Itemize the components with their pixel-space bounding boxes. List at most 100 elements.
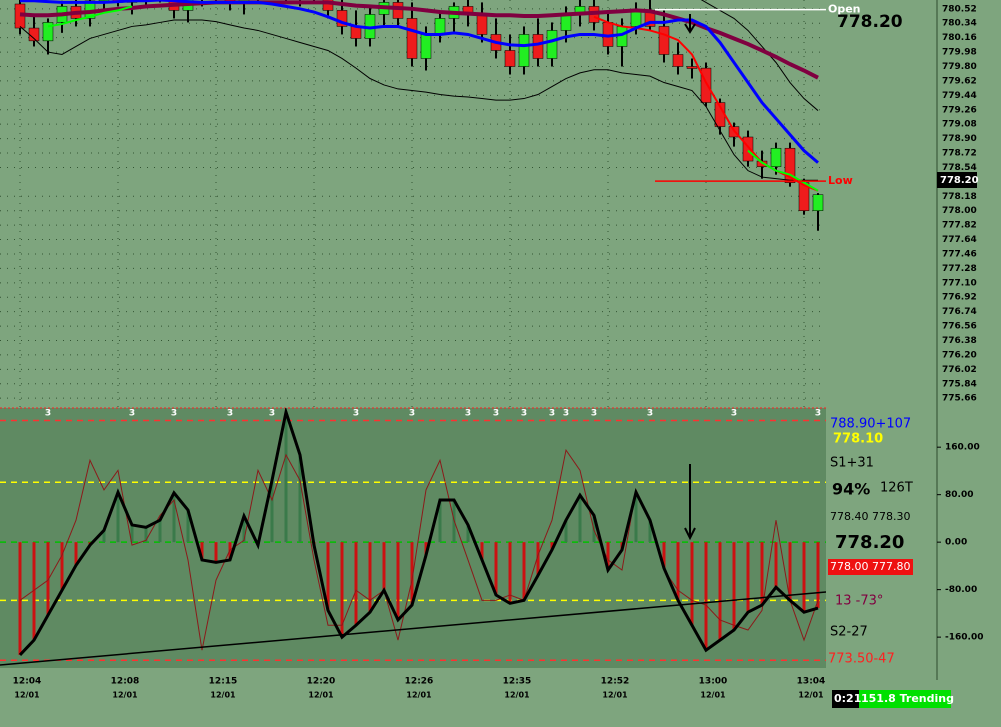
histogram-bar	[802, 542, 806, 613]
histogram-bar	[718, 542, 722, 641]
marker-label: 3	[353, 409, 359, 419]
candle-body	[630, 10, 642, 27]
histogram-bar	[242, 516, 246, 543]
histogram-bar	[284, 412, 288, 543]
price-tag: 778.20	[940, 175, 979, 186]
histogram-bar	[606, 542, 610, 571]
histogram-bar	[760, 542, 764, 606]
x-tick-label: 13:04	[797, 677, 826, 687]
y-tick-label: 777.10	[942, 278, 977, 288]
x-tick-date: 12/01	[798, 691, 824, 700]
histogram-bar	[662, 542, 666, 569]
y-tick-label: 775.66	[942, 394, 977, 404]
candle-body	[420, 34, 432, 59]
y-tick-label: 780.52	[942, 4, 977, 14]
x-tick-label: 12:26	[405, 677, 434, 687]
lower-panel	[0, 408, 826, 668]
histogram-bar	[200, 542, 204, 560]
x-tick-label: 12:52	[601, 677, 630, 687]
candle-body	[98, 0, 110, 2]
histogram-bar	[508, 542, 512, 604]
trendline	[0, 591, 826, 666]
y-tick-label: 80.00	[945, 490, 973, 500]
y-tick-label: 776.92	[942, 293, 977, 303]
signal-line	[19, 448, 819, 651]
histogram-bar	[186, 510, 190, 543]
y-tick-label: 778.72	[942, 149, 977, 159]
histogram-bar	[368, 542, 372, 613]
histogram-bar	[102, 530, 106, 543]
x-tick-date: 12/01	[112, 691, 138, 700]
candle-body	[532, 34, 544, 59]
histogram-bar	[774, 542, 778, 588]
ma-line	[747, 149, 819, 192]
candle-body	[504, 50, 516, 67]
last-price: 778.20	[837, 12, 903, 32]
y-tick-label: -160.00	[945, 633, 983, 643]
histogram-bar	[172, 492, 176, 543]
histogram-bar	[382, 542, 386, 591]
level-label: Open	[828, 3, 861, 16]
y-tick-label: 0.00	[945, 538, 967, 548]
y-tick-label: 777.46	[942, 249, 977, 259]
side-label: 778.20	[835, 532, 904, 553]
ma-line	[20, 0, 819, 164]
histogram-bar	[158, 520, 162, 543]
marker-label: 3	[465, 409, 471, 419]
y-tick-label: 778.18	[942, 192, 977, 202]
y-tick-label: 779.44	[942, 91, 977, 101]
side-label: 126T	[880, 481, 913, 496]
marker-label: 3	[409, 409, 415, 419]
candle-body	[616, 26, 628, 47]
candle-body	[770, 147, 782, 167]
y-tick-label: 160.00	[945, 443, 980, 453]
y-tick-label: 779.80	[942, 62, 977, 72]
x-tick-date: 12/01	[14, 691, 40, 700]
y-tick-label: 779.26	[942, 105, 977, 115]
y-tick-label: 775.84	[942, 379, 977, 389]
histogram-bar	[396, 542, 400, 620]
candle-body	[518, 34, 530, 67]
y-tick-label: 776.02	[942, 365, 977, 375]
candle-body	[672, 54, 684, 67]
y-tick-label: 776.38	[942, 336, 977, 346]
histogram-bar	[732, 542, 736, 631]
x-tick-date: 12/01	[504, 691, 530, 700]
histogram-bar	[550, 542, 554, 550]
y-tick-label: 778.54	[942, 163, 977, 173]
histogram-bar	[46, 542, 50, 616]
marker-label: 3	[269, 409, 275, 419]
candle-body	[686, 66, 698, 69]
status-box	[859, 690, 951, 708]
side-label: 778.40 778.30	[830, 510, 910, 523]
histogram-bar	[578, 495, 582, 543]
side-label-box	[828, 559, 913, 575]
x-tick-date: 12/01	[210, 691, 236, 700]
histogram-bar	[424, 542, 428, 556]
candle-body	[700, 67, 712, 103]
histogram-bar	[32, 542, 36, 641]
histogram-bar	[788, 542, 792, 601]
histogram-bar	[326, 542, 330, 611]
histogram-bar	[480, 542, 484, 560]
side-label: S2-27	[830, 625, 868, 640]
histogram-bar	[340, 542, 344, 638]
status-time-box	[832, 690, 859, 708]
y-tick-label: 779.08	[942, 120, 977, 130]
histogram-bar	[746, 542, 750, 613]
candle-body	[42, 22, 54, 42]
histogram-bar	[270, 480, 274, 543]
marker-label: 3	[227, 409, 233, 419]
side-label: 94%	[832, 480, 870, 499]
x-tick-label: 12:04	[13, 677, 42, 687]
histogram-bar	[354, 542, 358, 626]
marker-label: 3	[45, 409, 51, 419]
x-tick-date: 12/01	[308, 691, 334, 700]
histogram-bar	[438, 500, 442, 543]
candle-body	[476, 14, 488, 35]
x-tick-label: 13:00	[699, 677, 728, 687]
marker-label: 3	[549, 409, 555, 419]
level-label: Low	[828, 174, 853, 187]
histogram-bar	[74, 542, 78, 566]
side-label: 778.00 777.80	[830, 560, 910, 573]
